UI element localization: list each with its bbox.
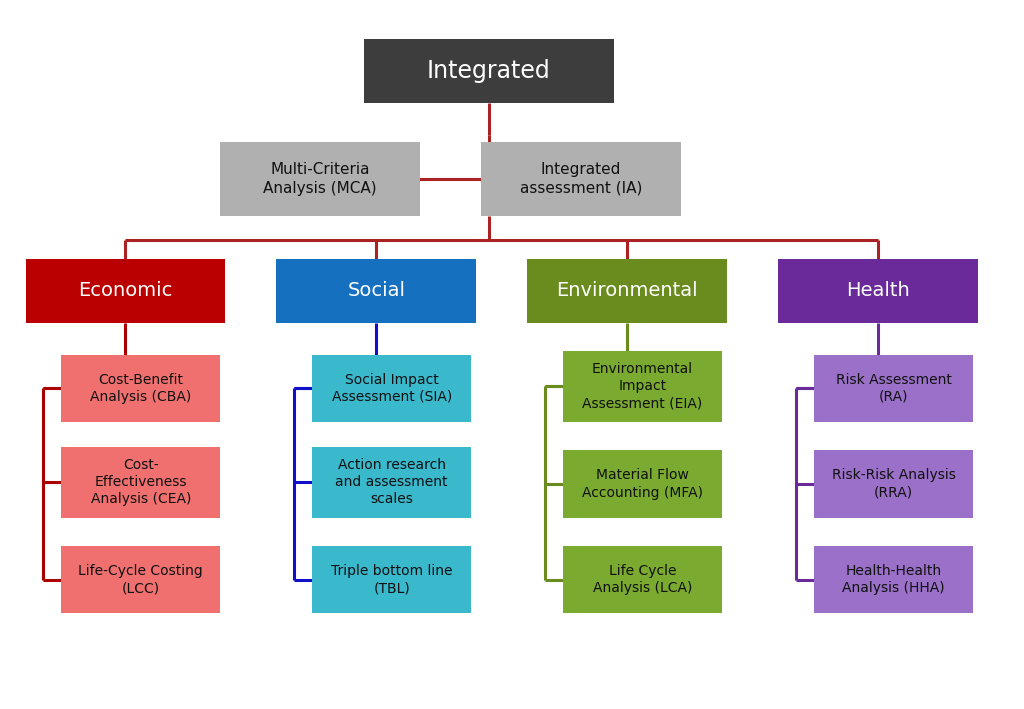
FancyBboxPatch shape [364,39,614,103]
FancyBboxPatch shape [61,447,220,518]
Text: Material Flow
Accounting (MFA): Material Flow Accounting (MFA) [582,468,703,500]
FancyBboxPatch shape [312,447,471,518]
FancyBboxPatch shape [26,259,225,323]
Text: Integrated
assessment (IA): Integrated assessment (IA) [520,162,642,196]
FancyBboxPatch shape [814,354,973,422]
Text: Environmental: Environmental [556,281,698,300]
FancyBboxPatch shape [61,354,220,422]
Text: Environmental
Impact
Assessment (EIA): Environmental Impact Assessment (EIA) [583,362,702,411]
Text: Health-Health
Analysis (HHA): Health-Health Analysis (HHA) [842,564,945,596]
Text: Cost-Benefit
Analysis (CBA): Cost-Benefit Analysis (CBA) [90,372,191,404]
FancyBboxPatch shape [61,546,220,613]
FancyBboxPatch shape [563,351,722,422]
Text: Integrated: Integrated [427,59,551,83]
FancyBboxPatch shape [814,546,973,613]
FancyBboxPatch shape [563,450,722,518]
Text: Social: Social [347,281,406,300]
Text: Life-Cycle Costing
(LCC): Life-Cycle Costing (LCC) [79,564,203,596]
FancyBboxPatch shape [276,259,476,323]
Text: Triple bottom line
(TBL): Triple bottom line (TBL) [331,564,453,596]
Text: Multi-Criteria
Analysis (MCA): Multi-Criteria Analysis (MCA) [263,162,377,196]
FancyBboxPatch shape [312,546,471,613]
FancyBboxPatch shape [814,450,973,518]
Text: Cost-
Effectiveness
Analysis (CEA): Cost- Effectiveness Analysis (CEA) [90,458,191,506]
FancyBboxPatch shape [527,259,727,323]
Text: Economic: Economic [78,281,173,300]
Text: Action research
and assessment
scales: Action research and assessment scales [336,458,447,506]
FancyBboxPatch shape [481,142,681,216]
FancyBboxPatch shape [312,354,471,422]
Text: Health: Health [846,281,910,300]
Text: Risk Assessment
(RA): Risk Assessment (RA) [836,372,951,404]
FancyBboxPatch shape [220,142,420,216]
Text: Life Cycle
Analysis (LCA): Life Cycle Analysis (LCA) [593,564,692,596]
FancyBboxPatch shape [778,259,978,323]
FancyBboxPatch shape [563,546,722,613]
Text: Risk-Risk Analysis
(RRA): Risk-Risk Analysis (RRA) [831,468,955,500]
Text: Social Impact
Assessment (SIA): Social Impact Assessment (SIA) [332,372,452,404]
